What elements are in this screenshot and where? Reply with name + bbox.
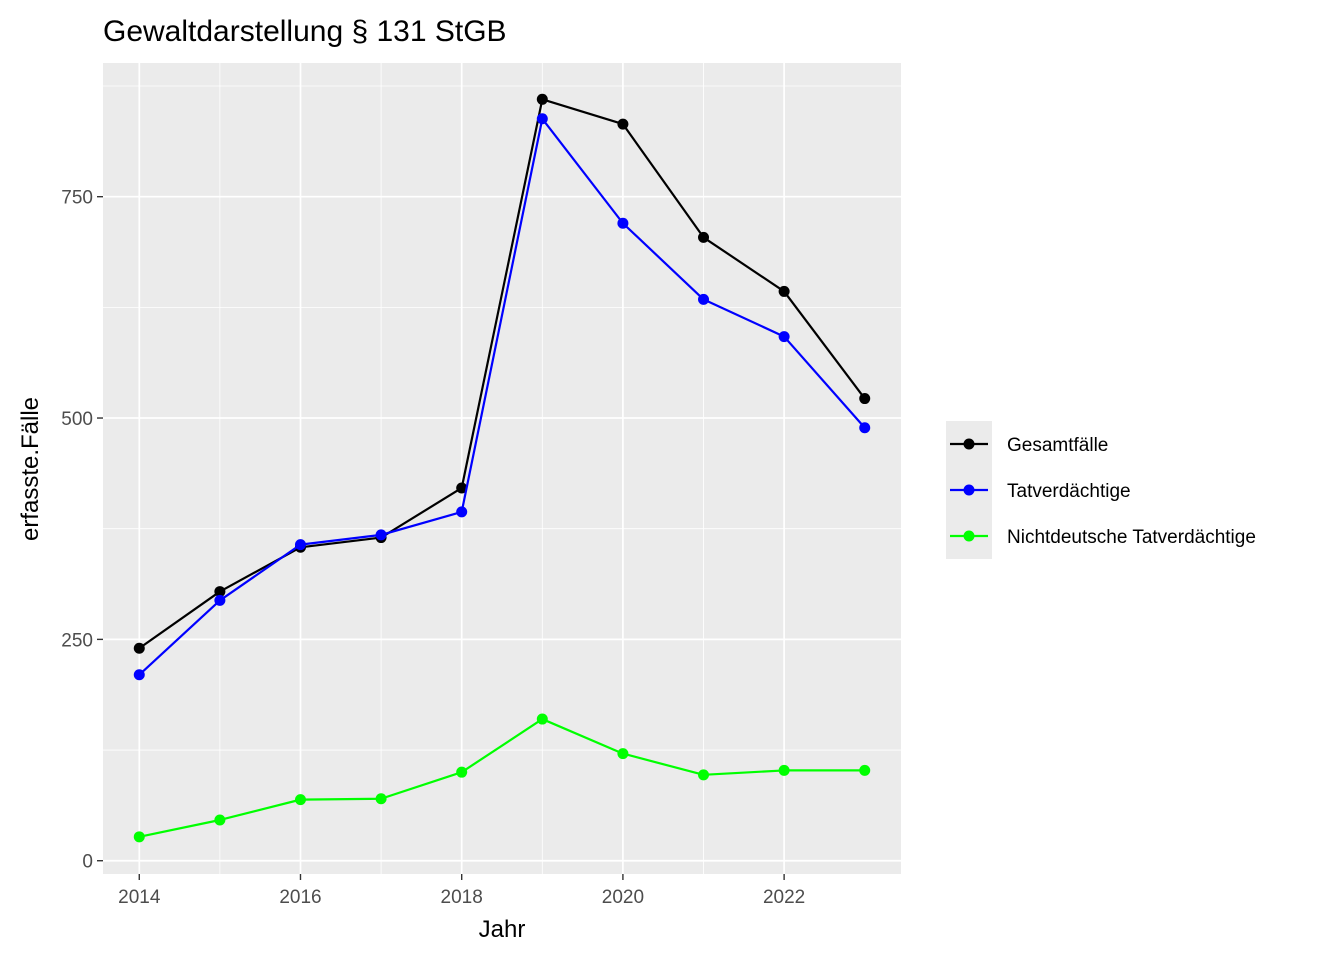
series-layer (133, 93, 871, 843)
series-line (138, 117, 866, 676)
data-point (133, 831, 145, 843)
data-point (294, 539, 306, 551)
legend-item: Tatverdächtige (950, 481, 1131, 502)
legend-item: Gesamtfälle (950, 435, 1108, 456)
legend: Gesamtfälle Tatverdächtige Nichtdeutsche T… (946, 421, 1256, 559)
data-point (617, 748, 629, 760)
chart-title: Gewaltdarstellung § 131 StGB (103, 15, 507, 48)
data-point (859, 422, 871, 434)
y-axis-title: erfasste.Fälle (17, 397, 44, 541)
data-point (617, 118, 629, 130)
data-point (698, 293, 710, 305)
y-tick-label: 250 (61, 630, 93, 651)
data-point (294, 794, 306, 806)
data-point (536, 713, 548, 725)
data-point (456, 506, 468, 518)
data-point (536, 113, 548, 125)
data-point (456, 766, 468, 778)
x-axis: 2014 2016 2018 2020 2022 (118, 874, 805, 908)
data-point (214, 586, 226, 598)
data-point (536, 93, 548, 105)
data-point (133, 669, 145, 681)
data-point (698, 769, 710, 781)
plot-panel (103, 63, 901, 874)
data-point (617, 217, 629, 229)
y-axis: 0 250 500 750 (61, 188, 103, 873)
series-line (138, 98, 866, 650)
data-point (698, 231, 710, 243)
data-point (778, 331, 790, 343)
x-tick-label: 2018 (441, 887, 483, 908)
data-point (375, 529, 387, 541)
data-point (778, 285, 790, 297)
legend-key-point (963, 530, 975, 542)
data-point (375, 793, 387, 805)
legend-item: Nichtdeutsche Tatverdächtige (950, 527, 1256, 548)
legend-label: Gesamtfälle (1007, 435, 1108, 456)
series-line (139, 717, 865, 838)
grid (103, 63, 901, 874)
data-point (778, 764, 790, 776)
legend-label: Nichtdeutsche Tatverdächtige (1007, 527, 1256, 548)
series-2 (133, 713, 871, 843)
x-axis-title: Jahr (479, 916, 526, 943)
y-tick-label: 500 (61, 409, 93, 430)
y-tick-label: 750 (61, 188, 93, 209)
legend-key-point (963, 484, 975, 496)
x-tick-label: 2014 (118, 887, 161, 908)
legend-label: Tatverdächtige (1007, 481, 1131, 502)
y-tick-label: 0 (82, 852, 93, 873)
x-tick-label: 2016 (279, 887, 321, 908)
legend-key-point (963, 438, 975, 450)
data-point (859, 393, 871, 405)
series-1 (133, 113, 871, 681)
x-tick-label: 2022 (763, 887, 805, 908)
x-tick-label: 2020 (602, 887, 644, 908)
data-point (456, 482, 468, 494)
data-point (214, 594, 226, 606)
data-point (859, 764, 871, 776)
data-point (133, 642, 145, 654)
data-point (214, 814, 226, 826)
